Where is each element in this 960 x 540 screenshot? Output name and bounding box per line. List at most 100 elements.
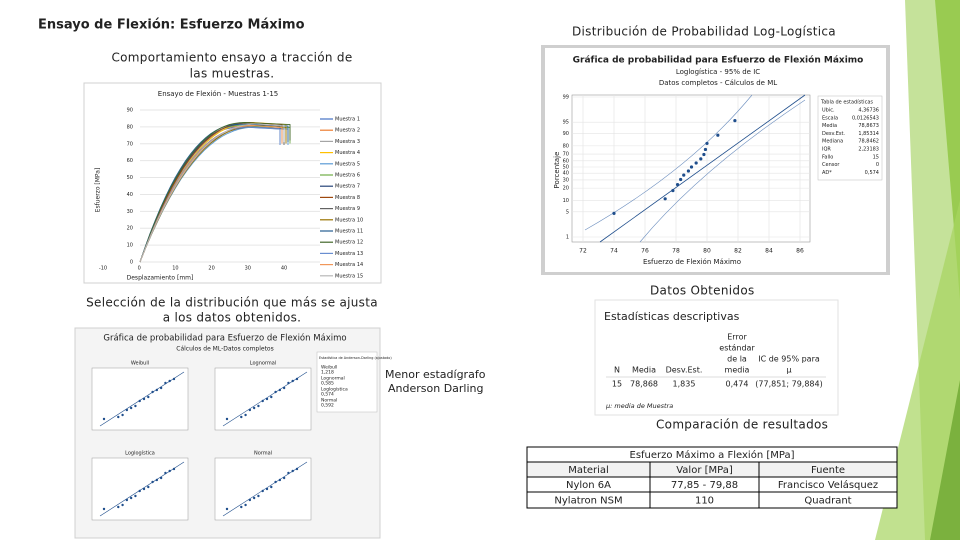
stats-label: Desv.Est.	[822, 131, 845, 137]
panel-point	[244, 503, 247, 507]
panel-point	[282, 476, 286, 480]
panel-point	[257, 494, 260, 498]
panel-point	[287, 381, 290, 385]
data-point	[702, 152, 706, 157]
curve	[139, 123, 285, 263]
panel-point	[261, 399, 264, 403]
y-tick-label: 30	[127, 209, 133, 215]
y-tick-label: 40	[127, 192, 133, 198]
panel-point	[125, 498, 129, 502]
y-tick-label: 90	[127, 108, 133, 114]
column-header: Desv.Est.	[666, 366, 703, 375]
y-tick-label: 10	[127, 243, 133, 249]
data-point	[694, 161, 698, 165]
chart-title: Ensayo de Flexión - Muestras 1-15	[158, 90, 278, 98]
table-cell-text: Quadrant	[804, 496, 851, 507]
image-frame	[83, 82, 382, 284]
panel-point	[278, 478, 282, 482]
x-tick-label: 86	[796, 248, 804, 255]
column-header: Error	[727, 333, 747, 342]
panel-point	[291, 469, 294, 473]
table-cell-text: Fuente	[811, 465, 845, 476]
stats-label: IQR	[822, 147, 831, 153]
table-title: Estadísticas descriptivas	[604, 310, 740, 323]
panel-point	[159, 476, 163, 480]
chart-title: Gráfica de probabilidad para Esfuerzo de…	[573, 55, 864, 66]
curve	[139, 123, 289, 263]
caption: las muestras.	[190, 67, 275, 81]
panel-point	[225, 507, 229, 511]
legend-label: Muestra 13	[335, 251, 363, 257]
legend-label: Muestra 7	[335, 184, 360, 190]
y-tick-label: 90	[563, 131, 569, 137]
data-point	[716, 133, 720, 137]
y-tick-label: 70	[127, 141, 133, 147]
stats-box	[817, 95, 883, 181]
stats-value: 4,36736	[858, 108, 879, 114]
footnote: μ: media de Muestra	[605, 402, 673, 410]
panel-point	[129, 496, 133, 500]
chart-subtitle: Datos completos - Cálculos de ML	[659, 79, 777, 87]
data-point	[675, 182, 680, 187]
panel-point	[138, 489, 141, 493]
data-point	[686, 169, 691, 173]
table-cell-text: 77,85 - 79,88	[671, 480, 738, 491]
legend-value: 0,585	[321, 381, 334, 387]
legend-label: Muestra 10	[335, 217, 363, 223]
data-point	[733, 119, 737, 123]
stats-label: Media	[822, 123, 837, 129]
column-header: N	[614, 366, 620, 375]
panel-point	[159, 386, 163, 390]
x-tick-label: 10	[172, 266, 178, 272]
legend-value: 0,574	[321, 392, 334, 398]
cell: 0,474	[726, 380, 749, 389]
stats-label: AD*	[822, 170, 832, 176]
panel-point	[138, 399, 141, 403]
panel-point	[274, 480, 277, 484]
chart-title: Gráfica de probabilidad para Esfuerzo de…	[103, 333, 346, 344]
data-point	[703, 147, 708, 152]
y-tick-label: 0	[130, 260, 133, 266]
stats-value: 0,0126543	[852, 115, 879, 121]
legend-label: Muestra 6	[335, 173, 360, 179]
caption: a los datos obtenidos.	[163, 311, 302, 325]
y-tick-label: 95	[563, 120, 569, 126]
data-point	[612, 211, 616, 215]
cell: 78,868	[630, 380, 658, 389]
axis-label: Desplazamiento [mm]	[127, 275, 194, 282]
panel-point	[265, 397, 269, 401]
ci-band	[584, 94, 806, 243]
panel-point	[225, 417, 229, 421]
panel-title: Lognormal	[250, 361, 276, 367]
cell: 15	[612, 380, 622, 389]
legend-label: Lognormal	[321, 376, 345, 382]
panel-title: Normal	[254, 451, 272, 457]
table-cell	[758, 491, 898, 509]
y-tick-label: 30	[563, 177, 569, 183]
data-point	[682, 173, 686, 177]
stats-value: 1,85314	[858, 131, 879, 137]
y-tick-label: 70	[563, 152, 569, 158]
panel-point	[168, 469, 171, 473]
y-tick-label: 80	[563, 143, 569, 149]
x-tick-label: 30	[245, 266, 251, 272]
panel-point	[270, 485, 273, 489]
y-tick-label: 99	[563, 95, 569, 101]
curve	[139, 122, 291, 263]
x-tick-label: 84	[765, 248, 773, 255]
x-tick-label: 72	[579, 248, 587, 255]
legend-label: Muestra 12	[335, 240, 363, 246]
legend-label: Loglogística	[321, 386, 348, 393]
panel-point	[164, 381, 167, 385]
column-header: media	[725, 366, 750, 375]
y-tick-label: 20	[127, 226, 133, 232]
legend-label: Muestra 5	[335, 161, 360, 167]
panel-point	[240, 415, 243, 419]
panel-point	[252, 496, 256, 500]
panel-point	[142, 397, 146, 401]
curve	[139, 122, 283, 263]
legend-value: 0,592	[321, 403, 334, 409]
panel-point	[151, 390, 154, 394]
legend-label: Muestra 11	[335, 229, 363, 235]
